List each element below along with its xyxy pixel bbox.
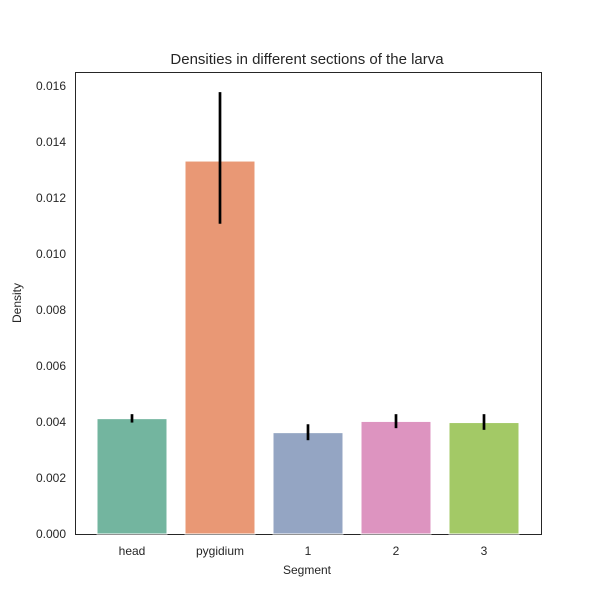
x-tick-label: pygidium	[196, 544, 244, 558]
y-tick-label: 0.012	[36, 191, 66, 205]
x-tick-label: 1	[305, 544, 312, 558]
bars-group	[96, 160, 520, 535]
x-tick-label: 3	[481, 544, 488, 558]
y-tick-label: 0.014	[36, 135, 66, 149]
bar-head	[96, 418, 168, 535]
y-tick-label: 0.002	[36, 471, 66, 485]
chart-title: Densities in different sections of the l…	[170, 51, 444, 68]
y-axis: 0.000 0.002 0.004 0.006 0.008 0.010 0.012 0.014…	[36, 79, 66, 541]
y-tick-label: 0.010	[36, 247, 66, 261]
error-bars-group	[130, 92, 486, 441]
x-tick-label: head	[119, 544, 146, 558]
y-tick-label: 0.000	[36, 527, 66, 541]
y-tick-label: 0.004	[36, 415, 66, 429]
bar-1	[272, 432, 344, 535]
bar-2	[360, 420, 432, 535]
y-tick-label: 0.016	[36, 79, 66, 93]
x-axis-title: Segment	[283, 563, 332, 577]
y-tick-label: 0.008	[36, 303, 66, 317]
bar-3	[448, 422, 520, 535]
y-axis-title: Density	[10, 283, 24, 323]
x-axis: head pygidium 1 2 3	[119, 544, 488, 558]
x-tick-label: 2	[393, 544, 400, 558]
y-tick-label: 0.006	[36, 359, 66, 373]
